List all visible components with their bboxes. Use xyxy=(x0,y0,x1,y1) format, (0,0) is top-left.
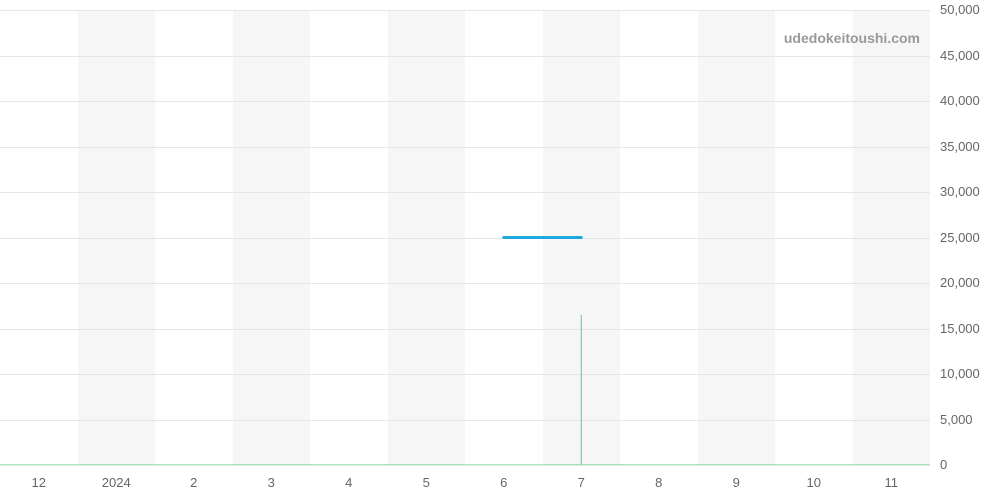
grid-line xyxy=(0,374,930,375)
grid-line xyxy=(0,192,930,193)
x-tick-label: 2024 xyxy=(102,475,131,490)
plot-area xyxy=(0,10,930,465)
x-tick-label: 12 xyxy=(32,475,46,490)
x-tick-label: 4 xyxy=(345,475,352,490)
watermark: udedokeitoushi.com xyxy=(784,30,920,46)
x-tick-label: 8 xyxy=(655,475,662,490)
x-tick-label: 7 xyxy=(578,475,585,490)
x-tick-label: 2 xyxy=(190,475,197,490)
y-tick-label: 15,000 xyxy=(940,321,980,336)
grid-line xyxy=(0,147,930,148)
grid-line xyxy=(0,238,930,239)
grid-line xyxy=(0,329,930,330)
x-tick-label: 6 xyxy=(500,475,507,490)
grid-line xyxy=(0,283,930,284)
y-tick-label: 40,000 xyxy=(940,93,980,108)
chart-container: udedokeitoushi.com 0 5,000 10,000 15,000 20,… xyxy=(0,0,1000,500)
x-tick-label: 9 xyxy=(733,475,740,490)
y-tick-label: 0 xyxy=(940,457,947,472)
x-tick-label: 5 xyxy=(423,475,430,490)
y-tick-label: 50,000 xyxy=(940,2,980,17)
grid-line xyxy=(0,10,930,11)
x-tick-label: 10 xyxy=(807,475,821,490)
x-tick-label: 11 xyxy=(885,475,899,490)
grid-line xyxy=(0,101,930,102)
y-tick-label: 10,000 xyxy=(940,366,980,381)
grid-line xyxy=(0,465,930,466)
y-tick-label: 30,000 xyxy=(940,184,980,199)
y-tick-label: 45,000 xyxy=(940,48,980,63)
x-tick-label: 3 xyxy=(268,475,275,490)
y-tick-label: 25,000 xyxy=(940,230,980,245)
grid-line xyxy=(0,56,930,57)
y-tick-label: 20,000 xyxy=(940,275,980,290)
y-tick-label: 5,000 xyxy=(940,412,973,427)
grid-line xyxy=(0,420,930,421)
y-tick-label: 35,000 xyxy=(940,139,980,154)
